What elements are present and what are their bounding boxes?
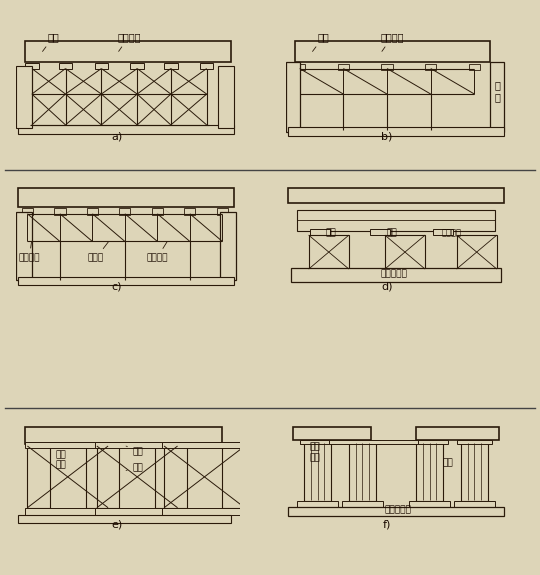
- Bar: [97, 446, 119, 508]
- Bar: [300, 440, 335, 444]
- Text: 卸落设备: 卸落设备: [146, 242, 168, 263]
- Bar: [416, 442, 443, 501]
- Text: 钢梁: 钢梁: [386, 228, 397, 237]
- Bar: [294, 64, 305, 70]
- Text: 排架: 排架: [126, 463, 144, 473]
- Text: 卸落
设备: 卸落 设备: [56, 450, 66, 469]
- Bar: [293, 427, 372, 440]
- Bar: [288, 507, 504, 516]
- Bar: [329, 440, 418, 444]
- Text: 卸落设备: 卸落设备: [18, 242, 40, 263]
- Bar: [164, 446, 186, 508]
- Text: 卸落设备: 卸落设备: [442, 228, 462, 237]
- Text: 卸落设备: 卸落设备: [117, 32, 140, 51]
- Bar: [164, 63, 178, 68]
- Bar: [385, 235, 425, 269]
- Bar: [288, 127, 504, 136]
- Bar: [220, 212, 236, 280]
- Bar: [310, 229, 330, 235]
- Bar: [295, 41, 490, 62]
- Bar: [119, 209, 131, 215]
- Bar: [155, 446, 178, 508]
- Bar: [25, 508, 110, 515]
- Bar: [16, 67, 32, 128]
- Bar: [184, 209, 195, 215]
- Bar: [22, 209, 33, 215]
- Bar: [411, 440, 448, 444]
- Text: 承重梁: 承重梁: [88, 242, 109, 263]
- Text: b): b): [381, 132, 393, 142]
- Bar: [433, 229, 453, 235]
- Bar: [298, 501, 338, 509]
- Bar: [28, 446, 50, 508]
- Bar: [162, 442, 247, 448]
- Text: c): c): [112, 281, 122, 292]
- Text: 立柱: 立柱: [442, 458, 453, 467]
- Bar: [309, 235, 349, 269]
- Bar: [469, 64, 480, 70]
- Bar: [304, 442, 331, 501]
- Bar: [25, 442, 110, 448]
- Text: 托架: 托架: [126, 446, 144, 457]
- Bar: [18, 125, 234, 135]
- Bar: [349, 442, 376, 501]
- Bar: [200, 63, 213, 68]
- Bar: [18, 515, 231, 523]
- Text: 纵梁: 纵梁: [43, 32, 59, 51]
- Bar: [25, 41, 231, 62]
- Bar: [16, 212, 32, 280]
- Bar: [288, 188, 504, 203]
- Bar: [94, 508, 180, 515]
- Text: 卸落设备: 卸落设备: [380, 32, 404, 51]
- Bar: [456, 235, 497, 269]
- Bar: [152, 209, 163, 215]
- Bar: [86, 446, 108, 508]
- Text: 卸落
设备: 卸落 设备: [310, 442, 321, 462]
- Bar: [454, 501, 495, 509]
- Text: f): f): [383, 520, 391, 530]
- Text: 纵梁: 纵梁: [313, 32, 329, 51]
- Bar: [94, 442, 180, 448]
- Bar: [87, 209, 98, 215]
- Bar: [456, 440, 492, 444]
- Bar: [345, 440, 380, 444]
- Bar: [490, 62, 504, 132]
- Bar: [94, 63, 108, 68]
- Bar: [291, 268, 501, 282]
- Bar: [59, 63, 72, 68]
- Bar: [416, 427, 499, 440]
- Text: 混凝土基础: 混凝土基础: [385, 505, 411, 514]
- Text: 立柱: 立柱: [326, 228, 336, 237]
- Text: d): d): [381, 281, 393, 292]
- Bar: [381, 64, 393, 70]
- Bar: [409, 501, 450, 509]
- Text: 支
架: 支 架: [495, 80, 501, 102]
- Bar: [286, 62, 300, 132]
- Bar: [25, 63, 39, 68]
- Bar: [222, 446, 245, 508]
- Bar: [55, 209, 65, 215]
- Bar: [370, 229, 390, 235]
- Bar: [18, 277, 234, 285]
- Bar: [461, 442, 488, 501]
- Bar: [298, 209, 495, 231]
- Bar: [425, 64, 436, 70]
- Text: e): e): [111, 520, 123, 530]
- Bar: [131, 63, 144, 68]
- Text: a): a): [111, 132, 123, 142]
- Bar: [18, 188, 234, 208]
- Bar: [342, 501, 382, 509]
- Bar: [162, 508, 247, 515]
- Text: 混凝土基础: 混凝土基础: [380, 270, 407, 278]
- Bar: [218, 67, 234, 128]
- Bar: [338, 64, 349, 70]
- Bar: [25, 427, 222, 444]
- Bar: [217, 209, 228, 215]
